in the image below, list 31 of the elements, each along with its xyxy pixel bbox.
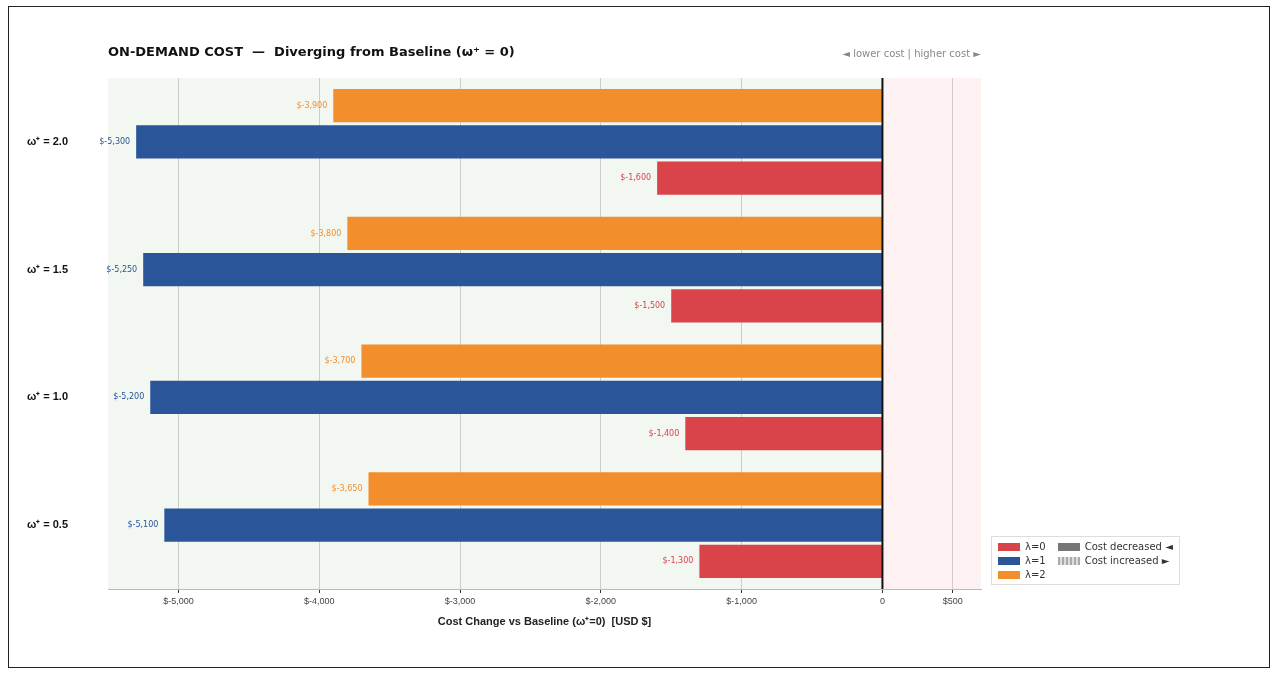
data-label: $-3,900 [296,100,328,110]
chart-title: ON-DEMAND COST — Diverging from Baseline (ω⁺ = 0) [108,44,515,59]
x-tick-label: $-4,000 [303,595,335,606]
y-tick-label: ω⁺ = 0.5 [26,518,68,531]
data-label: $-5,200 [113,392,145,402]
data-label: $-1,300 [662,556,694,566]
x-tick-label: $-5,000 [163,595,194,606]
x-axis-title: Cost Change vs Baseline (ω⁺=0) [USD $] [437,615,652,628]
legend-label: λ=0 [1025,541,1046,552]
data-label: $-1,600 [620,173,652,183]
data-label: $-5,300 [99,136,131,146]
data-label: $-3,800 [310,228,342,238]
y-tick-label: ω⁺ = 1.0 [26,390,68,403]
text: Cost increased ► [1084,555,1170,566]
y-tick-label: ω⁺ = 2.0 [26,134,68,147]
legend-label: λ=2 [1025,569,1046,580]
x-tick-label: $500 [942,595,963,606]
text: ◄ lower cost | higher cost ► [842,48,981,59]
data-label: $-5,100 [127,520,159,530]
x-tick-label: $-3,000 [444,595,476,606]
text: Cost decreased ◄ [1084,541,1173,552]
data-label: $-5,250 [106,264,138,274]
data-label: $-3,700 [324,356,356,366]
data-label: $-1,500 [634,300,666,310]
x-tick-label: $-2,000 [585,595,617,606]
legend-label: λ=1 [1025,555,1046,566]
y-tick-label: ω⁺ = 1.5 [26,262,68,275]
x-tick-label: 0 [879,595,885,606]
data-label: $-3,650 [331,484,363,494]
data-label: $-1,400 [648,428,680,438]
x-tick-label: $-1,000 [726,595,757,606]
